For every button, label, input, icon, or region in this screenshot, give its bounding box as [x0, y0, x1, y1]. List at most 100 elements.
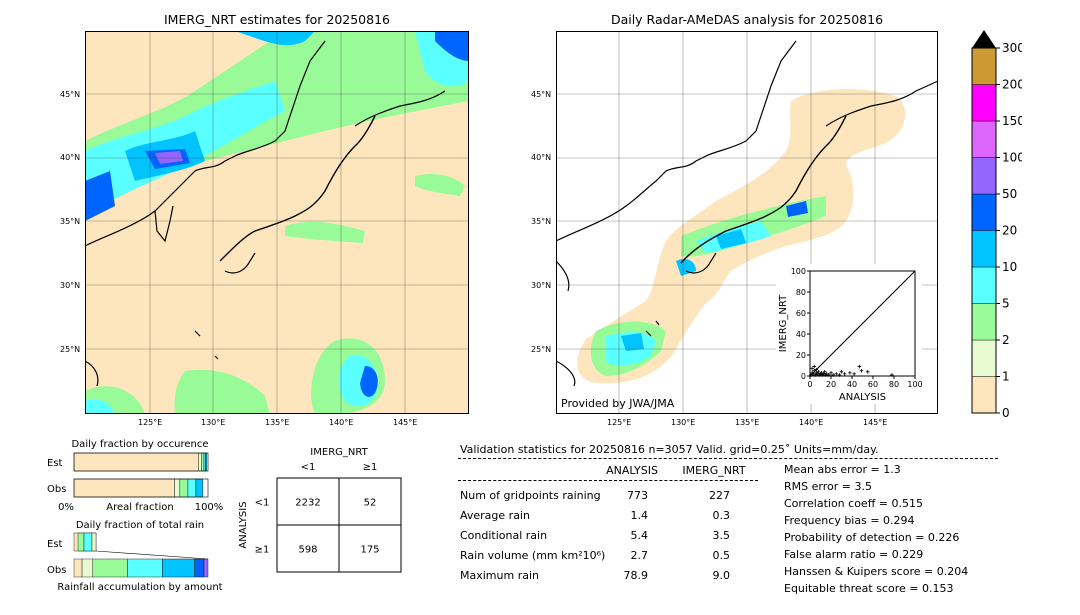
occurrence-bar-segment [195, 478, 203, 498]
total-rain-obs-segment [162, 558, 195, 578]
score-line: Probability of detection = 0.226 [784, 531, 960, 544]
scatter-point [821, 372, 826, 376]
scatter-y-tick-label: 0 [801, 372, 806, 381]
stat-row-analysis: 2.7 [630, 549, 649, 562]
occurrence-title: Daily fraction by occurence [71, 439, 208, 450]
contingency-cell-value: 52 [364, 498, 377, 509]
total-rain-x-label: Rainfall accumulation by amount [57, 582, 222, 593]
right-lon-label: 125°E [607, 418, 632, 427]
stat-row-label: Conditional rain [460, 529, 548, 542]
scatter-y-tick-label: 40 [796, 330, 806, 339]
scatter-point [837, 373, 842, 377]
stat-row-analysis: 1.4 [630, 509, 649, 522]
colorbar-tick-label: 150 [1002, 114, 1022, 128]
scatter-point [814, 367, 819, 372]
scatter-point [842, 372, 847, 376]
scatter-x-tick-label: 100 [907, 380, 922, 389]
contingency-cell-value: 175 [360, 545, 379, 556]
stats-col-imerg: IMERG_NRT [682, 464, 746, 477]
scatter-point [822, 370, 827, 374]
scatter-point [827, 373, 831, 377]
stat-row-imerg: 0.3 [712, 509, 731, 522]
right-map-canvas [555, 31, 939, 414]
total-rain-connector [95, 550, 209, 560]
right-lat-label: 25°N [531, 345, 552, 354]
left-lat-label: 40°N [60, 153, 81, 162]
occurrence-bar-segment [205, 452, 207, 472]
scatter-diagonal [809, 270, 916, 377]
scatter-plot: 0 20 40 60 80 100 0 20 40 60 80 100 ANALYSIS IMERG_NR… [778, 267, 923, 403]
scatter-y-tick-label: 100 [791, 267, 806, 276]
total-rain-est-segment [91, 532, 97, 552]
occurrence-bar-segment [201, 452, 205, 472]
occurrence-x-label: Areal fraction [106, 502, 173, 513]
colorbar-tick-label: 300 [1002, 41, 1022, 55]
stat-row-analysis: 773 [627, 489, 648, 502]
contingency-row-title: ANALYSIS [238, 501, 249, 548]
total-rain-obs-segment [92, 558, 128, 578]
score-line: Mean abs error = 1.3 [784, 463, 901, 476]
occurrence-bar-segment [174, 478, 181, 498]
left-lon-label: 125°E [138, 418, 163, 427]
scatter-point [812, 368, 816, 373]
left-lon-label: 135°E [265, 418, 290, 427]
contingency-grid: IMERG_NRT <1 ≥1 ANALYSIS <1 ≥1 2232 52 598 175 [238, 447, 402, 573]
scatter-x-tick-label: 20 [826, 380, 836, 389]
contingency-cell-value: 598 [298, 545, 317, 556]
scatter-point [831, 373, 835, 377]
left-map-canvas [84, 31, 469, 414]
occurrence-bar-frame [73, 478, 209, 498]
occurrence-x-tick-right: 100% [195, 502, 224, 513]
occurrence-bar-segment [203, 452, 206, 472]
score-line: False alarm ratio = 0.229 [784, 548, 924, 561]
scatter-y-label: IMERG_NRT [778, 294, 789, 352]
scatter-y-tick-label: 60 [796, 309, 806, 318]
total-rain-category-label: Est [47, 539, 63, 550]
colorbar-segment [971, 193, 997, 231]
colorbar-segment [971, 230, 997, 268]
scatter-x-tick-label: 0 [807, 380, 812, 389]
score-line: Frequency bias = 0.294 [784, 514, 915, 527]
scatter-point [857, 364, 862, 369]
left-lat-label: 30°N [60, 281, 81, 290]
contingency-row-label: ≥1 [255, 545, 270, 556]
scatter-point [812, 364, 816, 369]
right-lon-label: 130°E [671, 418, 696, 427]
scatter-point [813, 373, 818, 377]
scatter-x-tick-label: 80 [889, 380, 899, 389]
right-map [555, 31, 939, 414]
occurrence-x-tick-left: 0% [58, 502, 74, 513]
stats-header: Validation statistics for 20250816 n=305… [460, 443, 879, 456]
colorbar-tick-label: 20 [1002, 224, 1017, 238]
total-rain-est-segment [83, 532, 93, 552]
scatter-point [825, 372, 829, 376]
colorbar-extend-arrow [972, 30, 996, 48]
stat-row-imerg: 9.0 [712, 569, 731, 582]
occurrence-category-label: Obs [47, 484, 66, 495]
right-map-title: Daily Radar-AMeDAS analysis for 20250816 [610, 12, 884, 27]
stat-row-label: Num of gridpoints raining [460, 489, 601, 502]
scatter-point [852, 372, 856, 376]
colorbar-tick-label: 5 [1002, 297, 1010, 311]
colorbar-tick-label: 50 [1002, 187, 1017, 201]
contingency-table: IMERG_NRT <1 ≥1 ANALYSIS <1 ≥1 2232 52 598 175 [232, 440, 412, 590]
stat-row-imerg: 0.5 [712, 549, 731, 562]
stat-row-analysis: 78.9 [623, 569, 649, 582]
colorbar-tick-label: 1 [1002, 370, 1010, 384]
occurrence-bar-segment [179, 478, 189, 498]
right-lat-label: 45°N [531, 90, 552, 99]
occurrence-bar-segment [198, 452, 202, 472]
scatter-y-tick-label: 80 [796, 288, 806, 297]
stats-col-analysis: ANALYSIS [606, 464, 658, 477]
left-lat-label: 45°N [60, 90, 81, 99]
right-lat-label: 30°N [531, 281, 552, 290]
data-credit: Provided by JWA/JMA [561, 397, 675, 410]
total-rain-obs-segment [203, 558, 209, 578]
contingency-row-label: <1 [255, 498, 270, 509]
right-lon-label: 140°E [799, 418, 824, 427]
scatter-point [819, 371, 824, 375]
colorbar-tick-label: 0 [1002, 406, 1010, 420]
stat-row-analysis: 5.4 [630, 529, 649, 542]
total-rain-obs-segment [127, 558, 163, 578]
occurrence-category-label: Est [47, 458, 63, 469]
